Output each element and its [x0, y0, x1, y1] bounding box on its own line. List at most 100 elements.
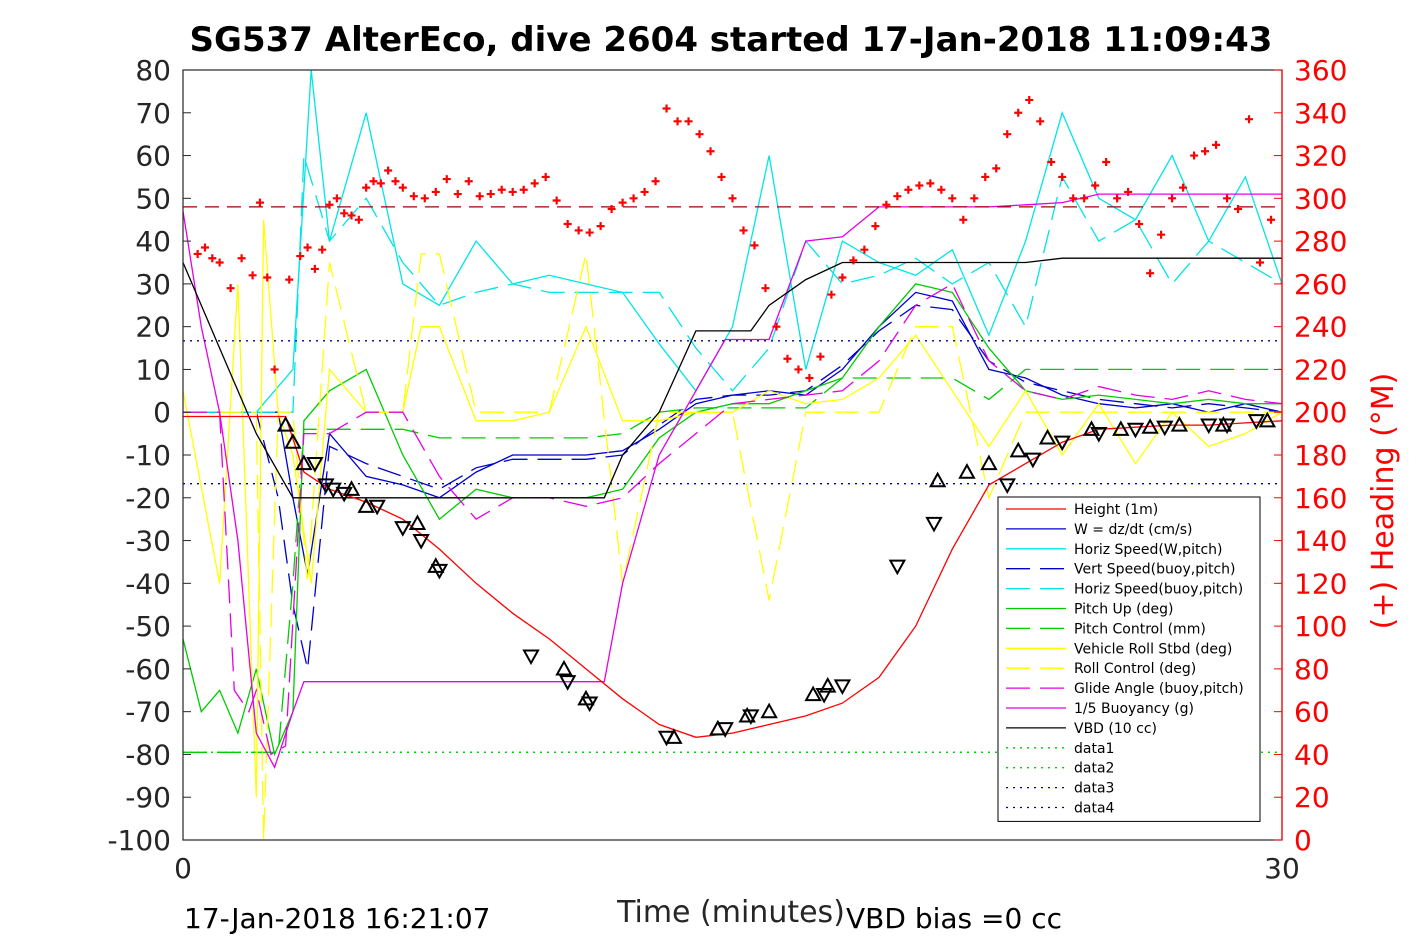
- heading-point: [248, 271, 257, 280]
- heading-point: [409, 192, 418, 201]
- heading-point: [442, 175, 451, 184]
- right-axis-label: (+) Heading (°M): [1366, 373, 1401, 630]
- down-marker: [888, 559, 907, 576]
- down-marker: [998, 478, 1016, 495]
- heading-point: [970, 194, 979, 203]
- heading-point: [318, 245, 327, 254]
- heading-point: [1168, 194, 1177, 203]
- down-marker: [1218, 418, 1236, 435]
- heading-point: [618, 198, 627, 207]
- up-marker: [1141, 418, 1159, 434]
- heading-point: [805, 374, 814, 382]
- legend-entry: data2: [1074, 761, 1114, 777]
- heading-point: [849, 256, 858, 265]
- heading-point: [519, 185, 528, 194]
- right-tick-label: 260: [1294, 268, 1347, 301]
- heading-point: [937, 185, 946, 194]
- right-tick-label: 280: [1294, 225, 1347, 258]
- heading-point: [1091, 181, 1100, 190]
- legend-entry: data3: [1074, 781, 1114, 797]
- heading-point: [347, 211, 356, 220]
- y-tick-label: -80: [125, 738, 171, 771]
- right-tick-label: 200: [1294, 396, 1347, 429]
- y-tick-label: 30: [135, 268, 171, 301]
- heading-point: [208, 254, 217, 263]
- heading-point: [629, 194, 638, 203]
- heading-point: [1256, 258, 1265, 267]
- legend-entry: Vehicle Roll Stbd (deg): [1074, 641, 1232, 657]
- series-line-9: [183, 282, 1282, 756]
- heading-point: [992, 164, 1001, 173]
- heading-point: [640, 187, 649, 196]
- y-tick-label: 20: [135, 311, 171, 344]
- heading-point: [193, 249, 202, 258]
- up-marker: [284, 433, 302, 449]
- y-tick-label: -10: [125, 439, 171, 472]
- down-marker: [1024, 452, 1042, 469]
- heading-point: [1190, 151, 1199, 160]
- up-marker: [1214, 415, 1233, 432]
- heading-point: [1047, 157, 1056, 166]
- heading-point: [270, 365, 279, 374]
- heading-point: [585, 228, 594, 237]
- heading-point: [684, 117, 693, 126]
- up-marker: [295, 454, 313, 471]
- legend-entry: Vert Speed(buoy,pitch): [1074, 562, 1236, 578]
- right-tick-label: 180: [1294, 439, 1347, 472]
- y-tick-label: 40: [135, 225, 171, 258]
- heading-point: [1036, 117, 1045, 126]
- y-tick-label: -60: [125, 653, 171, 686]
- series-line-10: [183, 193, 1282, 769]
- legend: Height (1m) W = dz/dt (cm/s) Horiz Speed(W…: [997, 496, 1261, 822]
- y-tick-label: -30: [125, 525, 171, 558]
- heading-point: [486, 190, 495, 199]
- up-marker: [738, 706, 756, 723]
- up-marker: [1112, 420, 1130, 436]
- down-marker: [833, 679, 852, 696]
- right-tick-label: 0: [1294, 824, 1312, 857]
- legend-entry: W = dz/dt (cm/s): [1074, 522, 1193, 538]
- heading-point: [717, 172, 726, 181]
- plot-area: [182, 69, 1283, 841]
- up-marker: [1009, 441, 1027, 458]
- y-tick-label: 70: [135, 97, 171, 130]
- down-marker: [394, 521, 412, 537]
- heading-point: [303, 243, 312, 252]
- y-tick-label: 80: [135, 54, 171, 87]
- heading-point: [391, 177, 400, 186]
- down-marker: [317, 478, 335, 495]
- heading-point: [1234, 205, 1243, 214]
- heading-point: [1223, 194, 1232, 203]
- down-marker: [412, 533, 430, 550]
- plot-lines: [183, 70, 1282, 840]
- heading-point: [926, 179, 935, 188]
- footer-vbd-bias: VBD bias =0 cc: [846, 902, 1062, 935]
- up-marker: [804, 685, 822, 702]
- y-tick-label: -40: [125, 567, 171, 600]
- down-marker: [742, 709, 760, 726]
- up-marker: [1038, 428, 1057, 445]
- legend-entry: VBD (10 cc): [1074, 721, 1157, 737]
- heading-point: [354, 215, 363, 224]
- heading-point: [420, 194, 429, 203]
- heading-point: [1179, 183, 1188, 192]
- heading-point: [376, 179, 385, 188]
- right-tick-label: 160: [1294, 482, 1347, 515]
- y-tick-label: 60: [135, 140, 171, 173]
- heading-point: [981, 172, 990, 181]
- up-marker: [342, 480, 361, 496]
- heading-point: [1201, 147, 1210, 156]
- heading-point: [739, 226, 748, 235]
- heading-point: [431, 187, 440, 196]
- heading-point: [475, 192, 484, 201]
- heading-point: [384, 166, 393, 175]
- right-tick-label: 80: [1294, 653, 1330, 686]
- heading-point: [552, 196, 561, 205]
- up-marker: [1082, 420, 1101, 436]
- up-marker: [980, 454, 998, 471]
- up-marker: [709, 719, 727, 736]
- heading-point: [882, 200, 891, 209]
- heading-point: [310, 264, 319, 273]
- heading-point: [904, 185, 913, 194]
- up-marker: [819, 676, 837, 693]
